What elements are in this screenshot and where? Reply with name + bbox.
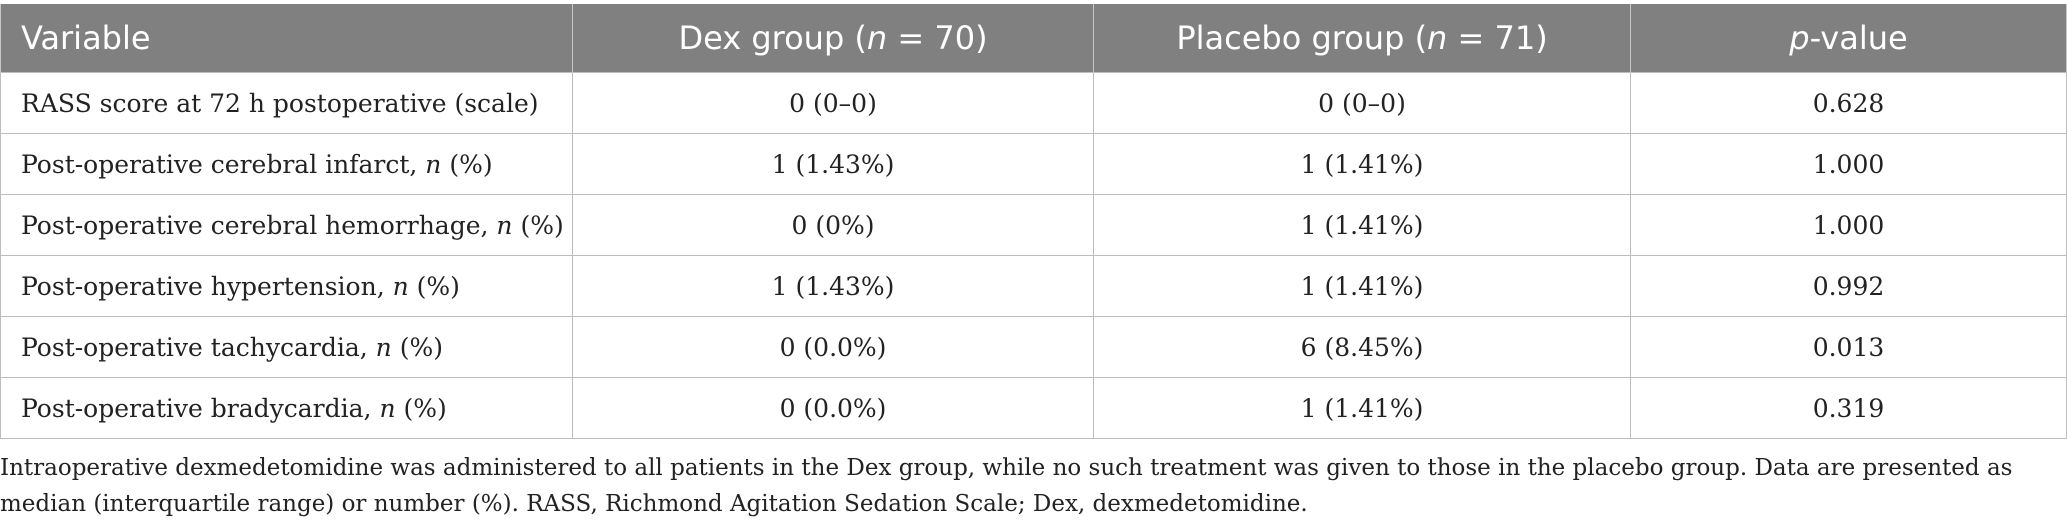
- table-header: Variable Dex group (n = 70) Placebo grou…: [0, 4, 2067, 73]
- row-label-suffix: (%): [512, 210, 564, 240]
- row-label-text: Post-operative hypertension,: [21, 271, 393, 301]
- results-table: Variable Dex group (n = 70) Placebo grou…: [0, 4, 2067, 439]
- header-variable-label: Variable: [21, 19, 151, 57]
- row-label-italic: n: [379, 393, 396, 423]
- placebo-value: 0 (0–0): [1093, 72, 1631, 134]
- row-label-suffix: (%): [408, 271, 460, 301]
- header-row: Variable Dex group (n = 70) Placebo grou…: [0, 4, 2067, 73]
- row-label-italic: n: [425, 149, 442, 179]
- row-label: Post-operative cerebral infarct, n (%): [0, 133, 573, 195]
- header-p-post: -value: [1809, 19, 1908, 57]
- placebo-value: 1 (1.41%): [1093, 194, 1631, 256]
- header-dex-group: Dex group (n = 70): [572, 4, 1094, 73]
- p-value: 1.000: [1630, 133, 2067, 195]
- table-row: Post-operative bradycardia, n (%) 0 (0.0…: [0, 377, 2067, 439]
- p-value: 0.319: [1630, 377, 2067, 439]
- header-dex-pre: Dex group (: [678, 19, 867, 57]
- placebo-value: 1 (1.41%): [1093, 255, 1631, 317]
- row-label: Post-operative cerebral hemorrhage, n (%…: [0, 194, 573, 256]
- header-variable: Variable: [0, 4, 573, 73]
- header-placebo-group: Placebo group (n = 71): [1093, 4, 1631, 73]
- table-row: Post-operative tachycardia, n (%) 0 (0.0…: [0, 316, 2067, 378]
- row-label-suffix: (%): [441, 149, 493, 179]
- p-value: 1.000: [1630, 194, 2067, 256]
- table-footnote: Intraoperative dexmedetomidine was admin…: [0, 455, 2013, 517]
- row-label: Post-operative tachycardia, n (%): [0, 316, 573, 378]
- p-value: 0.628: [1630, 72, 2067, 134]
- p-value: 0.992: [1630, 255, 2067, 317]
- dex-value: 0 (0–0): [572, 72, 1094, 134]
- table-row: Post-operative cerebral hemorrhage, n (%…: [0, 194, 2067, 256]
- placebo-value: 1 (1.41%): [1093, 133, 1631, 195]
- dex-value: 0 (0.0%): [572, 316, 1094, 378]
- table-row: RASS score at 72 h postoperative (scale)…: [0, 72, 2067, 134]
- table-row: Post-operative hypertension, n (%) 1 (1.…: [0, 255, 2067, 317]
- placebo-value: 1 (1.41%): [1093, 377, 1631, 439]
- placebo-value: 6 (8.45%): [1093, 316, 1631, 378]
- row-label-text: Post-operative cerebral hemorrhage,: [21, 210, 497, 240]
- table-body: RASS score at 72 h postoperative (scale)…: [0, 72, 2067, 439]
- row-label-text: Post-operative cerebral infarct,: [21, 149, 426, 179]
- dex-value: 1 (1.43%): [572, 133, 1094, 195]
- header-p-ital: p: [1789, 19, 1810, 57]
- row-label-italic: n: [496, 210, 513, 240]
- row-label-text: Post-operative tachycardia,: [21, 332, 376, 362]
- row-label-italic: n: [375, 332, 392, 362]
- row-label: Post-operative hypertension, n (%): [0, 255, 573, 317]
- results-table-container: Variable Dex group (n = 70) Placebo grou…: [0, 4, 2067, 439]
- row-label-suffix: (%): [391, 332, 443, 362]
- p-value: 0.013: [1630, 316, 2067, 378]
- row-label-text: RASS score at 72 h postoperative (scale): [21, 88, 539, 118]
- row-label: RASS score at 72 h postoperative (scale): [0, 72, 573, 134]
- table-row: Post-operative cerebral infarct, n (%) 1…: [0, 133, 2067, 195]
- header-dex-post: = 70): [887, 19, 988, 57]
- row-label-text: Post-operative bradycardia,: [21, 393, 380, 423]
- dex-value: 1 (1.43%): [572, 255, 1094, 317]
- header-dex-n: n: [866, 19, 888, 57]
- dex-value: 0 (0%): [572, 194, 1094, 256]
- row-label: Post-operative bradycardia, n (%): [0, 377, 573, 439]
- header-placebo-post: = 71): [1447, 19, 1548, 57]
- dex-value: 0 (0.0%): [572, 377, 1094, 439]
- header-placebo-pre: Placebo group (: [1176, 19, 1428, 57]
- row-label-suffix: (%): [395, 393, 447, 423]
- row-label-italic: n: [392, 271, 409, 301]
- header-placebo-n: n: [1427, 19, 1448, 57]
- header-p-value: p-value: [1630, 4, 2067, 73]
